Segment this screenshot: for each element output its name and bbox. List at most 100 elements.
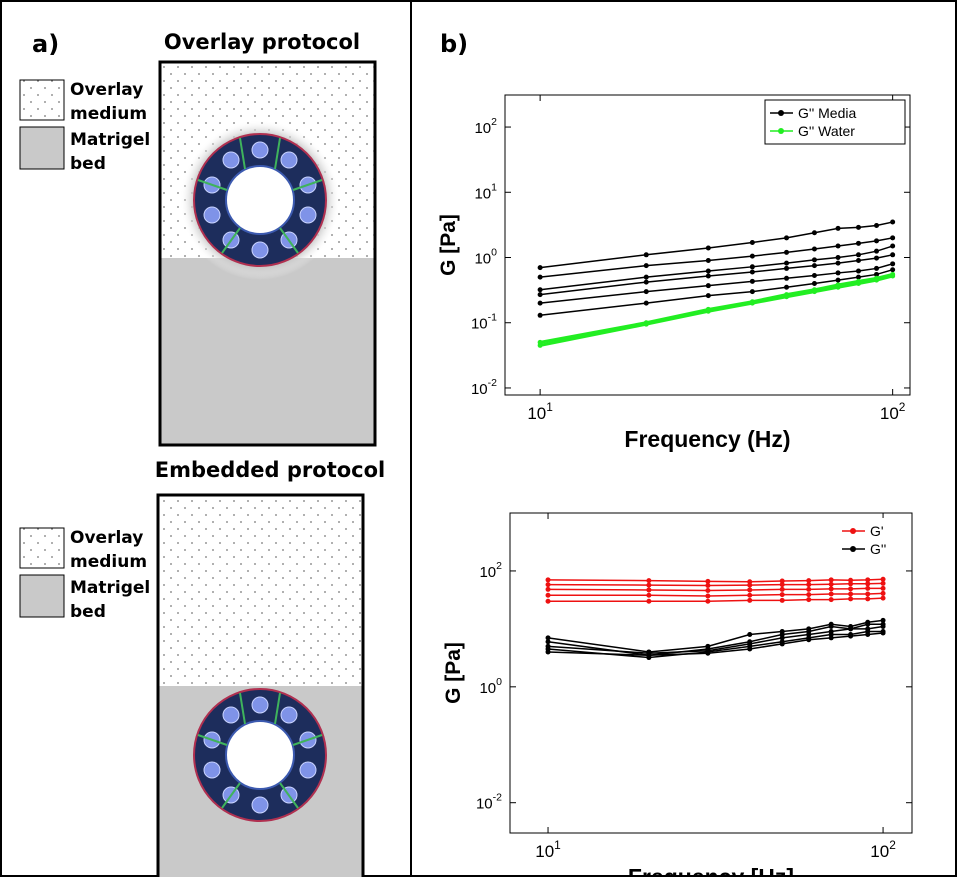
point bbox=[874, 238, 880, 244]
point bbox=[835, 284, 841, 290]
point bbox=[784, 249, 790, 255]
series-line bbox=[539, 272, 893, 344]
point bbox=[705, 598, 711, 604]
panel-label: a) bbox=[32, 30, 60, 58]
point bbox=[806, 637, 812, 643]
series-line bbox=[540, 221, 893, 269]
series-line bbox=[547, 619, 884, 653]
point bbox=[646, 652, 652, 658]
organoid bbox=[194, 689, 326, 821]
y-axis-label: G [Pa] bbox=[437, 214, 460, 276]
point bbox=[806, 578, 812, 584]
point bbox=[855, 268, 861, 274]
legend-swatch bbox=[19, 527, 65, 569]
point bbox=[545, 598, 551, 604]
point bbox=[874, 222, 880, 228]
legend-swatch bbox=[19, 79, 65, 121]
point bbox=[779, 582, 785, 588]
point bbox=[828, 591, 834, 597]
x-axis-label: Frequency [Hz] bbox=[628, 864, 794, 877]
point bbox=[749, 239, 755, 245]
legend-label: Matrigel bed bbox=[70, 578, 151, 622]
point bbox=[880, 590, 886, 596]
point bbox=[811, 230, 817, 236]
point bbox=[874, 265, 880, 271]
point bbox=[784, 265, 790, 271]
point bbox=[747, 631, 753, 637]
point bbox=[890, 219, 896, 225]
legend-label: Matrigel bed bbox=[70, 130, 151, 174]
point bbox=[643, 289, 649, 295]
legend-swatch bbox=[19, 574, 65, 618]
well bbox=[158, 60, 377, 447]
point bbox=[828, 635, 834, 641]
tick-label: 102 bbox=[474, 116, 497, 137]
point bbox=[749, 300, 755, 306]
point bbox=[835, 277, 841, 283]
point bbox=[646, 592, 652, 598]
point bbox=[835, 243, 841, 249]
tick-label: 102 bbox=[870, 838, 896, 861]
point bbox=[811, 289, 817, 295]
point bbox=[835, 270, 841, 276]
point bbox=[880, 576, 886, 582]
plot-frame bbox=[509, 512, 913, 834]
legend-marker bbox=[850, 546, 856, 552]
point bbox=[705, 268, 711, 274]
point bbox=[848, 596, 854, 602]
point bbox=[855, 240, 861, 246]
series-line bbox=[540, 245, 893, 291]
point bbox=[749, 269, 755, 275]
point bbox=[749, 278, 755, 284]
panel-label: b) bbox=[440, 30, 469, 58]
tick-label: 101 bbox=[535, 838, 561, 861]
point bbox=[880, 617, 886, 623]
legend-box bbox=[837, 518, 907, 562]
series-line bbox=[548, 582, 884, 587]
point bbox=[779, 597, 785, 603]
point bbox=[806, 592, 812, 598]
point bbox=[779, 592, 785, 598]
point bbox=[537, 342, 543, 348]
point bbox=[784, 260, 790, 266]
point bbox=[705, 283, 711, 289]
series-line bbox=[548, 587, 884, 592]
point bbox=[880, 580, 886, 586]
tick-label: 102 bbox=[880, 400, 906, 423]
point bbox=[811, 272, 817, 278]
point bbox=[890, 235, 896, 241]
point bbox=[880, 630, 886, 636]
point bbox=[779, 635, 785, 641]
point bbox=[811, 280, 817, 286]
point bbox=[784, 235, 790, 241]
point bbox=[890, 261, 896, 267]
point bbox=[643, 321, 649, 327]
point bbox=[811, 246, 817, 252]
point bbox=[749, 289, 755, 295]
legend-label: Overlay medium bbox=[70, 528, 148, 572]
point bbox=[784, 275, 790, 281]
series-line bbox=[540, 263, 893, 304]
point bbox=[705, 583, 711, 589]
series-line bbox=[547, 625, 884, 654]
point bbox=[537, 274, 543, 280]
point bbox=[537, 300, 543, 306]
point bbox=[705, 308, 711, 314]
point bbox=[545, 582, 551, 588]
point bbox=[545, 639, 551, 645]
point bbox=[890, 252, 896, 258]
series-line bbox=[540, 268, 893, 317]
point bbox=[848, 633, 854, 639]
tick-label: 10-2 bbox=[471, 377, 497, 398]
point bbox=[643, 274, 649, 280]
matrigel-bed bbox=[160, 258, 375, 445]
point bbox=[705, 587, 711, 593]
overlay-medium bbox=[158, 495, 363, 686]
point bbox=[890, 267, 896, 273]
point bbox=[848, 581, 854, 587]
point bbox=[545, 577, 551, 583]
point bbox=[643, 279, 649, 285]
legend-label: G'' Media bbox=[798, 105, 856, 121]
tick-label: 100 bbox=[474, 247, 497, 268]
